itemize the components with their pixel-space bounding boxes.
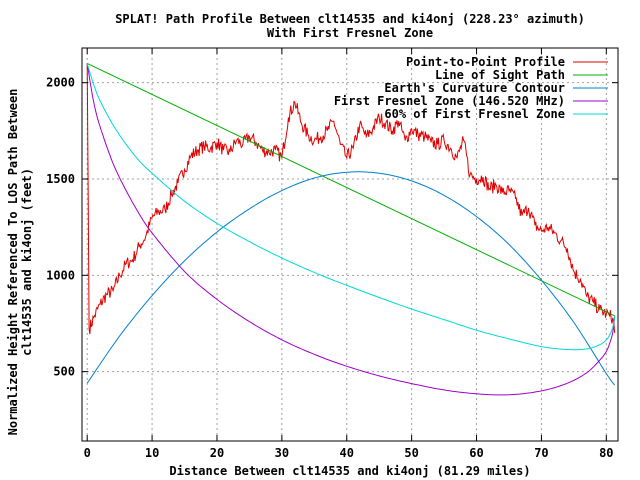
x-tick-label: 10	[145, 446, 159, 460]
chart-subtitle: With First Fresnel Zone	[267, 26, 433, 40]
x-tick-label: 80	[599, 446, 613, 460]
y-axis-label: Normalized Height Referenced To LOS Path…	[6, 89, 34, 436]
y-tick-label: 1500	[46, 172, 75, 186]
y-tick-label: 2000	[46, 76, 75, 90]
x-tick-label: 50	[404, 446, 418, 460]
x-tick-label: 30	[275, 446, 289, 460]
x-tick-label: 70	[534, 446, 548, 460]
x-tick-label: 0	[84, 446, 91, 460]
y-tick-label: 1000	[46, 268, 75, 282]
y-axis-label-line-2: clt14535 and ki4onj (feet)	[20, 168, 34, 356]
series-line-5	[86, 63, 616, 351]
legend-label: Line of Sight Path	[435, 68, 565, 82]
chart-title: SPLAT! Path Profile Between clt14535 and…	[115, 12, 585, 26]
x-tick-label: 20	[210, 446, 224, 460]
series-line-1	[86, 63, 616, 335]
x-tick-label: 40	[340, 446, 354, 460]
legend-label: First Fresnel Zone (146.520 MHz)	[334, 94, 565, 108]
legend-label: 60% of First Fresnel Zone	[384, 107, 565, 121]
x-tick-label: 60	[469, 446, 483, 460]
plot-border	[81, 47, 619, 442]
legend-label: Earth's Curvature Contour	[384, 81, 565, 95]
series-line-4	[86, 63, 616, 396]
x-axis-label: Distance Between clt14535 and ki4onj (81…	[169, 464, 530, 478]
series-line-2	[86, 62, 615, 317]
y-tick-label: 500	[53, 365, 75, 379]
legend-label: Point-to-Point Profile	[406, 55, 565, 69]
y-axis-label-line-1: Normalized Height Referenced To LOS Path…	[6, 89, 20, 436]
data-series	[86, 62, 616, 396]
axis-ticks: 0 10 20 30 40 50 60 70 80 500 1000 1500 2000	[46, 48, 618, 460]
